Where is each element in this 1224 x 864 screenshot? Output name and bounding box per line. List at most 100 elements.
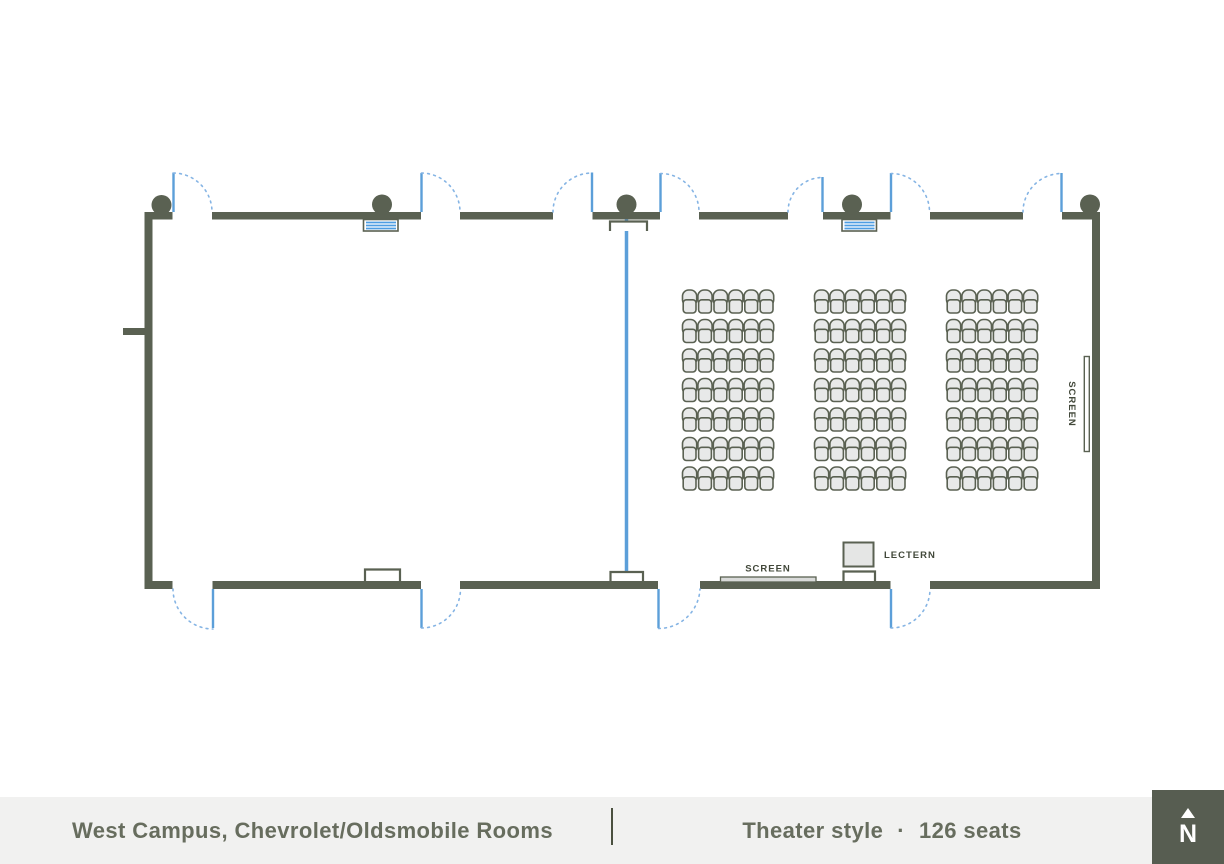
lectern-bracket bbox=[842, 570, 877, 581]
door-swing-arc bbox=[657, 588, 701, 630]
seat-cushion bbox=[814, 387, 829, 403]
seat-cushion bbox=[713, 475, 728, 491]
seat-cushion bbox=[1007, 328, 1023, 344]
right-wall bbox=[1092, 212, 1100, 589]
wall-marker bbox=[363, 568, 402, 581]
door bbox=[172, 588, 215, 630]
door bbox=[420, 172, 461, 213]
seat-cushion bbox=[875, 446, 891, 462]
seat-cushion bbox=[743, 387, 759, 403]
seat-cushion bbox=[860, 357, 876, 373]
door bbox=[1022, 172, 1063, 213]
seat-cushion bbox=[891, 357, 906, 373]
door bbox=[552, 172, 594, 213]
door bbox=[889, 588, 931, 629]
walls bbox=[123, 212, 1100, 589]
door-swing-arc bbox=[890, 172, 931, 213]
seat-cushion bbox=[977, 416, 992, 432]
door bbox=[787, 176, 824, 213]
seat-cushion bbox=[845, 298, 860, 314]
wall-panel bbox=[362, 218, 399, 232]
seat-cushion bbox=[759, 387, 774, 403]
seat-cushion bbox=[992, 357, 1008, 373]
seat-cushion bbox=[682, 446, 697, 462]
lectern-rect bbox=[842, 541, 875, 568]
seat-cushion bbox=[713, 357, 728, 373]
seat-cushion bbox=[946, 387, 961, 403]
north-label: N bbox=[1178, 819, 1198, 848]
seat-cushion bbox=[682, 475, 697, 491]
seat-cushion bbox=[891, 446, 906, 462]
wall-stub bbox=[123, 328, 145, 335]
seat-cushion bbox=[977, 357, 992, 373]
bottom-doors bbox=[172, 588, 931, 630]
seat-cushion bbox=[845, 416, 860, 432]
door-swing-arc bbox=[420, 172, 461, 213]
seat-cushion bbox=[682, 387, 697, 403]
door-swing-arc bbox=[420, 588, 462, 629]
seat-cushion bbox=[759, 475, 774, 491]
seating-area bbox=[681, 289, 1039, 491]
seat-cushion bbox=[992, 446, 1008, 462]
seat-cushion bbox=[814, 416, 829, 432]
column bbox=[842, 194, 862, 215]
seat-cushion bbox=[728, 298, 744, 314]
seat-cushion bbox=[860, 387, 876, 403]
seat-cushion bbox=[961, 416, 977, 432]
seat-cushion bbox=[1023, 446, 1038, 462]
seat-cushion bbox=[977, 298, 992, 314]
door bbox=[657, 588, 701, 630]
seat-cushion bbox=[946, 357, 961, 373]
seat-cushion bbox=[992, 475, 1008, 491]
seat-cushion bbox=[1007, 357, 1023, 373]
top-wall-segment bbox=[212, 212, 421, 220]
seat-cushion bbox=[860, 475, 876, 491]
seat-cushion bbox=[728, 357, 744, 373]
seat-cushion bbox=[697, 387, 713, 403]
seat-cushion bbox=[946, 475, 961, 491]
door bbox=[659, 172, 700, 213]
seat-cushion bbox=[860, 446, 876, 462]
divider-bottom-bracket bbox=[609, 570, 645, 581]
north-indicator: N bbox=[1152, 790, 1224, 864]
seat-cushion bbox=[961, 298, 977, 314]
top-wall-segment bbox=[592, 212, 660, 220]
seat-cushion bbox=[1007, 416, 1023, 432]
seat-cushion bbox=[759, 416, 774, 432]
column bbox=[151, 195, 172, 215]
seat-cushion bbox=[829, 357, 845, 373]
bottom-wall-segment bbox=[700, 581, 891, 589]
seat-cushion bbox=[1023, 387, 1038, 403]
bottom-wall-segment bbox=[930, 581, 1100, 589]
seat-cushion bbox=[1007, 387, 1023, 403]
seat-cushion bbox=[1023, 357, 1038, 373]
seat-cushion bbox=[1007, 446, 1023, 462]
seat-cushion bbox=[1023, 475, 1038, 491]
seat-cushion bbox=[961, 475, 977, 491]
top-wall-segment bbox=[930, 212, 1023, 220]
seat-cushion bbox=[697, 298, 713, 314]
top-wall-segment bbox=[823, 212, 891, 220]
seat-cushion bbox=[682, 357, 697, 373]
seat-cushion bbox=[961, 357, 977, 373]
seat-cushion bbox=[829, 475, 845, 491]
door-swing-arc bbox=[172, 588, 214, 630]
seat-cushion bbox=[697, 475, 713, 491]
door bbox=[172, 172, 213, 213]
seat-cushion bbox=[743, 475, 759, 491]
seat-cushion bbox=[875, 298, 891, 314]
wall-panels bbox=[362, 218, 878, 232]
seat-cushion bbox=[891, 416, 906, 432]
door-swing-arc bbox=[172, 172, 213, 213]
seat-cushion bbox=[713, 298, 728, 314]
lectern: LECTERN bbox=[842, 541, 935, 581]
door-swing-arc bbox=[659, 172, 700, 213]
seat-cushion bbox=[875, 387, 891, 403]
seat-cushion bbox=[728, 446, 744, 462]
seat-cushion bbox=[977, 387, 992, 403]
seat-cushion bbox=[860, 416, 876, 432]
seat-cushion bbox=[759, 298, 774, 314]
seat-cushion bbox=[1023, 328, 1038, 344]
seat-cushion bbox=[946, 298, 961, 314]
seat-cushion bbox=[961, 387, 977, 403]
